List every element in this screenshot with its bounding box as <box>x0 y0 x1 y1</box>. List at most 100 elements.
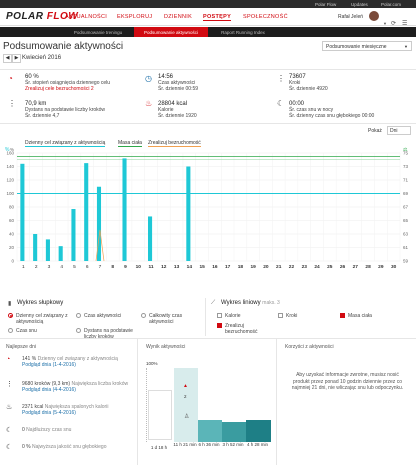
distance-sub: Śr. dziennie 4,7 <box>25 113 60 119</box>
activity-chart: %160140120100806040200757371696765636159… <box>5 147 409 270</box>
link-polar-flow[interactable]: Polar Flow <box>315 1 337 7</box>
bar <box>71 209 76 261</box>
flame-icon: ♨ <box>145 99 153 108</box>
bar-option-label[interactable]: Czas snu <box>16 328 37 334</box>
weight-axis-icon: ⚖ <box>403 147 408 153</box>
pokaz-select-value: Dni <box>390 128 398 134</box>
footprints-icon: ⋮ <box>6 381 13 388</box>
best-row-steps: 9680 kroków (9,3 km) Największa liczba k… <box>22 381 134 393</box>
prev-period-button[interactable]: ◀ <box>3 54 12 63</box>
tab-podsumowanie-aktywnosci[interactable]: Podsumowanie aktywności <box>134 27 208 37</box>
line-option-checkbox[interactable] <box>217 323 222 328</box>
x-tick-label: 10 <box>136 264 142 270</box>
bar-option-label[interactable]: Dystans na podstawie liczby kroków <box>84 328 133 340</box>
bar-option-radio[interactable] <box>8 313 13 318</box>
period-label: Kwiecień 2016 <box>22 55 62 61</box>
x-tick-label: 26 <box>340 264 346 270</box>
steps-value: 73607 <box>289 74 306 80</box>
goal-label: Śr. stopień osiągnięcia dziennego celu <box>25 80 111 86</box>
sub-nav: Podsumowanie treningu Podsumowanie aktyw… <box>0 27 416 37</box>
divider <box>205 298 206 336</box>
link-polar-com[interactable]: Polar.com <box>381 1 402 7</box>
best-goal-link[interactable]: Podgląd dnia (1-4-2016) <box>22 362 76 368</box>
bar <box>186 166 191 261</box>
line-option-checkbox[interactable] <box>217 313 222 318</box>
nav-aktualnosci[interactable]: AKTUALNOŚCI <box>65 14 108 20</box>
x-tick-label: 14 <box>187 264 193 270</box>
y-tick-right: 73 <box>403 164 409 169</box>
x-tick-label: 24 <box>314 264 320 270</box>
link-updates[interactable]: Updates <box>351 1 368 7</box>
bar-option-radio[interactable] <box>8 328 13 333</box>
y-tick-left: 80 <box>9 205 15 210</box>
y-tick-left: % <box>10 147 14 152</box>
wynik-bar-1 <box>148 390 172 440</box>
line-option-checkbox[interactable] <box>340 313 345 318</box>
best-steps-label: Największa liczba kroków <box>71 381 129 387</box>
inactivity-marker <box>95 229 105 262</box>
best-row-sleep: 0 Najdłuższy czas snu <box>22 427 134 433</box>
nav-eksploruj[interactable]: EKSPLORUJ <box>117 14 153 20</box>
x-tick-label: 20 <box>263 264 269 270</box>
sleep-value: 00:00 <box>289 101 305 107</box>
bar-option-radio[interactable] <box>76 328 81 333</box>
polar-flow-logo[interactable]: POLAR FLOW <box>6 11 78 22</box>
x-tick-label: 28 <box>365 264 371 270</box>
user-name[interactable]: Rafał Jeleń <box>338 14 364 20</box>
x-tick-label: 2 <box>35 264 38 270</box>
x-tick-label: 3 <box>48 264 51 270</box>
logo-polar: POLAR <box>6 11 44 22</box>
best-calories-link[interactable]: Podgląd dnia (5-4-2016) <box>22 410 76 416</box>
avatar[interactable] <box>369 11 379 21</box>
nav-postepy[interactable]: POSTĘPY <box>203 14 232 21</box>
flame-icon: ♨ <box>6 404 13 411</box>
chevron-down-icon[interactable]: ▼ <box>383 21 387 26</box>
walking-icon: ♙ <box>233 414 239 420</box>
x-tick-label: 13 <box>174 264 180 270</box>
best-deep-value: 0 % <box>22 444 31 450</box>
bar-option-radio[interactable] <box>76 313 81 318</box>
y-tick-right: 65 <box>403 218 409 223</box>
bar-option-label[interactable]: Dzienny cel związany z aktywnością <box>16 313 68 325</box>
line-option-label[interactable]: Zrealizuj bezruchomość <box>225 323 258 335</box>
line-option-label[interactable]: Kroki <box>286 313 298 319</box>
nav-dziennik[interactable]: DZIENNIK <box>164 14 193 20</box>
bar-option-label[interactable]: Całkowity czas aktywności <box>149 313 183 325</box>
pokaz-select[interactable]: Dni <box>387 126 411 135</box>
page-title: Podsumowanie aktywności <box>3 41 124 52</box>
x-tick-label: 11 <box>149 264 154 270</box>
sync-icon[interactable]: ⟳ <box>391 21 397 27</box>
x-tick-label: 5 <box>73 264 76 270</box>
menu-icon[interactable]: ☰ <box>402 21 408 27</box>
bar <box>33 234 38 261</box>
x-tick-label: 12 <box>161 264 167 270</box>
bar <box>122 158 127 261</box>
line-options-note: maks. 3 <box>262 300 280 306</box>
bar <box>84 163 89 261</box>
line-option-label[interactable]: Kalorie <box>225 313 241 319</box>
wynik-bar-3 <box>198 420 222 442</box>
line-option-label[interactable]: Masa ciała <box>348 313 372 319</box>
line-option-checkbox[interactable] <box>278 313 283 318</box>
best-days-title: Najlepsze dni <box>6 344 37 350</box>
bar-option-radio[interactable] <box>141 313 146 318</box>
y-tick-right: 67 <box>403 205 409 210</box>
chevron-down-icon: ▼ <box>404 44 408 49</box>
tab-podsumowanie-treningu[interactable]: Podsumowanie treningu <box>73 29 123 35</box>
view-select[interactable]: Podsumowanie miesięczne ▼ <box>322 41 412 51</box>
wynik-bar-5 <box>246 420 271 442</box>
benefits-title: Korzyści z aktywności <box>285 344 334 350</box>
legend-inactivity: Zrealizuj bezruchomość <box>148 140 201 147</box>
x-tick-label: 1 <box>22 264 25 270</box>
calories-sub: Śr. dziennie 1920 <box>158 113 197 119</box>
best-steps-link[interactable]: Podgląd dnia (4-4-2016) <box>22 387 76 393</box>
wynik-label-3: 6 h 36 min <box>198 442 220 447</box>
bar-option-label[interactable]: Czas aktywności <box>84 313 122 319</box>
next-period-button[interactable]: ▶ <box>12 54 21 63</box>
tab-running-index[interactable]: Raport Running Index <box>221 29 265 35</box>
standing-icon: ♙ <box>209 412 215 418</box>
x-tick-label: 8 <box>111 264 114 270</box>
nav-spolecznosc[interactable]: SPOŁECZNOŚĆ <box>243 14 288 20</box>
wynik-label-1: 1 d 18 h <box>150 445 168 450</box>
activity-result-panel: Wynik aktywności 100% ▲ 2 ♙ ♙ ♙ ♙ 1 d 18… <box>138 338 277 465</box>
